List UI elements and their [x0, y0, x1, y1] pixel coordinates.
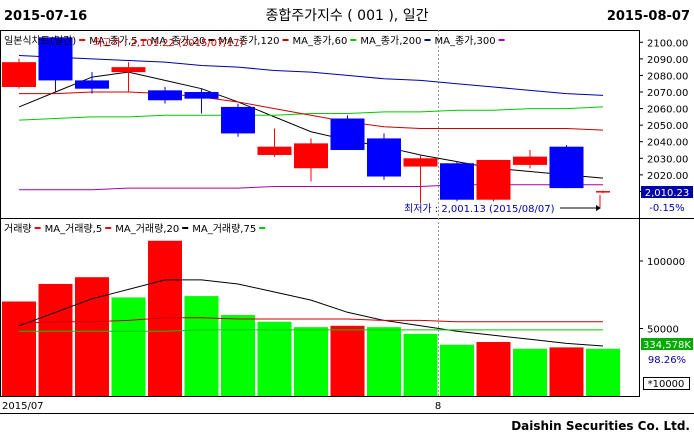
volume-legend-label: MA_거래량,5: [45, 223, 103, 235]
volume-bar: [111, 297, 146, 396]
volume-bar: [367, 327, 401, 396]
price-legend-label: MA_종가,5: [89, 35, 137, 47]
price-legend-swatch: [140, 39, 147, 41]
x-label-mid: 8: [435, 401, 441, 412]
candle-body: [184, 92, 219, 99]
price-legend: 일본식차트(일간) MA_종가,5 MA_종가,20 MA_종가,120 MA_종가,6…: [4, 35, 505, 47]
price-tick-label: 2040.00: [647, 138, 688, 149]
price-legend-label: MA_종가,120: [218, 35, 279, 47]
candle-body: [75, 80, 109, 89]
last-change: -0.15%: [649, 203, 684, 214]
volume-legend-swatch: [182, 227, 189, 229]
x-label-left: 2015/07: [2, 401, 44, 412]
price-panel: [0, 30, 640, 219]
price-legend-swatch: [424, 39, 431, 41]
volume-bar: [549, 347, 584, 396]
brand: Daishin Securities Co. Ltd.: [511, 419, 690, 433]
volume-bar: [513, 348, 547, 396]
price-axis: 2010.002020.002030.002040.002050.002060.…: [639, 38, 688, 198]
candle-body: [440, 163, 474, 200]
candle-body: [367, 138, 401, 177]
candle-body: [549, 146, 584, 189]
price-ma60-line: [18, 106, 604, 121]
price-tick-label: 2060.00: [647, 105, 688, 116]
volume-bar: [38, 283, 73, 396]
volume-tick-label: 100000: [647, 257, 685, 268]
volume-bar: [403, 333, 438, 396]
volume-bars: [2, 240, 620, 396]
candles: [2, 35, 610, 204]
price-tick-label: 2020.00: [647, 171, 688, 182]
candle-body: [476, 159, 511, 200]
volume-bar: [294, 327, 328, 396]
price-legend-label: 일본식차트(일간): [4, 35, 76, 47]
unit-label: *10000: [648, 379, 685, 390]
last-ratio: 98.26%: [648, 355, 686, 366]
volume-legend-swatch: [259, 227, 266, 229]
candle-body: [257, 146, 292, 155]
candle-body: [513, 156, 547, 165]
last-volume-box: [641, 338, 693, 350]
volume-ma-lines: [18, 279, 604, 347]
volume-legend: 거래량 MA_거래량,5 MA_거래량,20 MA_거래량,75: [4, 223, 266, 235]
candle-body: [221, 106, 255, 134]
price-legend-label: MA_종가,20: [151, 35, 206, 47]
low-annotation: 최저가 : 2,001.13 (2015/08/07): [404, 203, 555, 215]
price-ma200-line: [18, 55, 604, 96]
end-date: 2015-08-07: [607, 9, 690, 24]
price-legend-swatch: [350, 39, 357, 41]
price-ma120-line: [19, 91, 604, 131]
price-legend-label: MA_종가,60: [293, 35, 348, 47]
volume-bar: [440, 344, 474, 396]
price-legend-swatch: [282, 39, 289, 41]
candle-body: [148, 90, 182, 101]
candle-body: [111, 67, 146, 73]
candle-body: [2, 62, 36, 88]
price-tick-label: 2090.00: [647, 55, 688, 66]
candle-body: [330, 118, 365, 150]
unit-box: [643, 377, 690, 390]
price-legend-label: MA_종가,300: [434, 35, 495, 47]
volume-bar: [476, 342, 511, 396]
low-arrow-head: [596, 205, 601, 211]
start-date: 2015-07-16: [4, 9, 87, 24]
volume-bar: [330, 325, 365, 396]
volume-bar: [184, 296, 219, 396]
chart-title: 종합주가지수 ( 001 ), 일간: [266, 8, 429, 24]
price-tick-label: 2100.00: [647, 38, 688, 49]
high-annotation: 최고가 : 2,101.22 (2015/07/17): [93, 37, 244, 49]
candle-body: [596, 191, 610, 193]
price-tick-label: 2070.00: [647, 88, 688, 99]
volume-tick-label: 50000: [647, 325, 679, 336]
volume-ma75-line: [18, 317, 603, 324]
price-tick-label: 2080.00: [647, 71, 688, 82]
volume-axis: 50000 100000: [639, 257, 685, 336]
price-legend-label: MA_종가,200: [360, 35, 421, 47]
volume-legend-swatch: [34, 227, 41, 229]
volume-bar: [586, 348, 620, 396]
volume-bar: [2, 301, 36, 396]
last-volume: 334,578K: [643, 340, 691, 351]
candle-body: [294, 143, 328, 169]
volume-legend-label: MA_거래량,20: [115, 223, 179, 235]
volume-bar: [257, 321, 292, 396]
price-legend-swatch: [79, 39, 86, 41]
candle-body: [38, 37, 73, 81]
price-tick-label: 2030.00: [647, 154, 688, 165]
volume-bar: [75, 277, 109, 396]
candle-body: [403, 158, 438, 167]
volume-bar: [221, 315, 255, 396]
volume-legend-label: 거래량: [4, 223, 32, 235]
volume-legend-label: MA_거래량,75: [192, 223, 256, 235]
price-tick-label: 2050.00: [647, 121, 688, 132]
price-legend-swatch: [498, 39, 505, 41]
price-legend-swatch: [208, 39, 215, 41]
volume-legend-swatch: [105, 227, 112, 229]
last-price: 2,010.23: [645, 188, 690, 199]
last-price-box: [641, 186, 693, 198]
volume-ma20-line: [18, 279, 604, 347]
volume-ma60-line: [19, 329, 603, 332]
